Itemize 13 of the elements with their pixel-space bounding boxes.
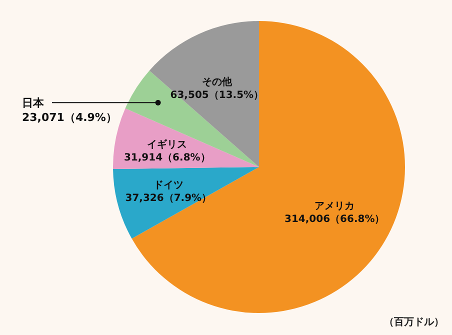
slice-label: アメリカ [314, 201, 355, 212]
pie-slice [113, 108, 259, 170]
slice-label: その他 [202, 76, 233, 88]
data-label: 23,071（4.9%） [22, 110, 117, 124]
slice-label: ドイツ [153, 180, 184, 191]
slice-label: イギリス [147, 138, 188, 151]
slice-label: 日本 [22, 96, 45, 110]
data-label: 314,006（66.8%） [284, 214, 385, 226]
data-label: 63,505（13.5%） [170, 90, 264, 102]
pie-slice [125, 70, 259, 167]
data-label: 31,914（6.8%） [124, 152, 210, 164]
pie-slice [113, 167, 259, 239]
text: （百万ドル） [384, 317, 444, 328]
